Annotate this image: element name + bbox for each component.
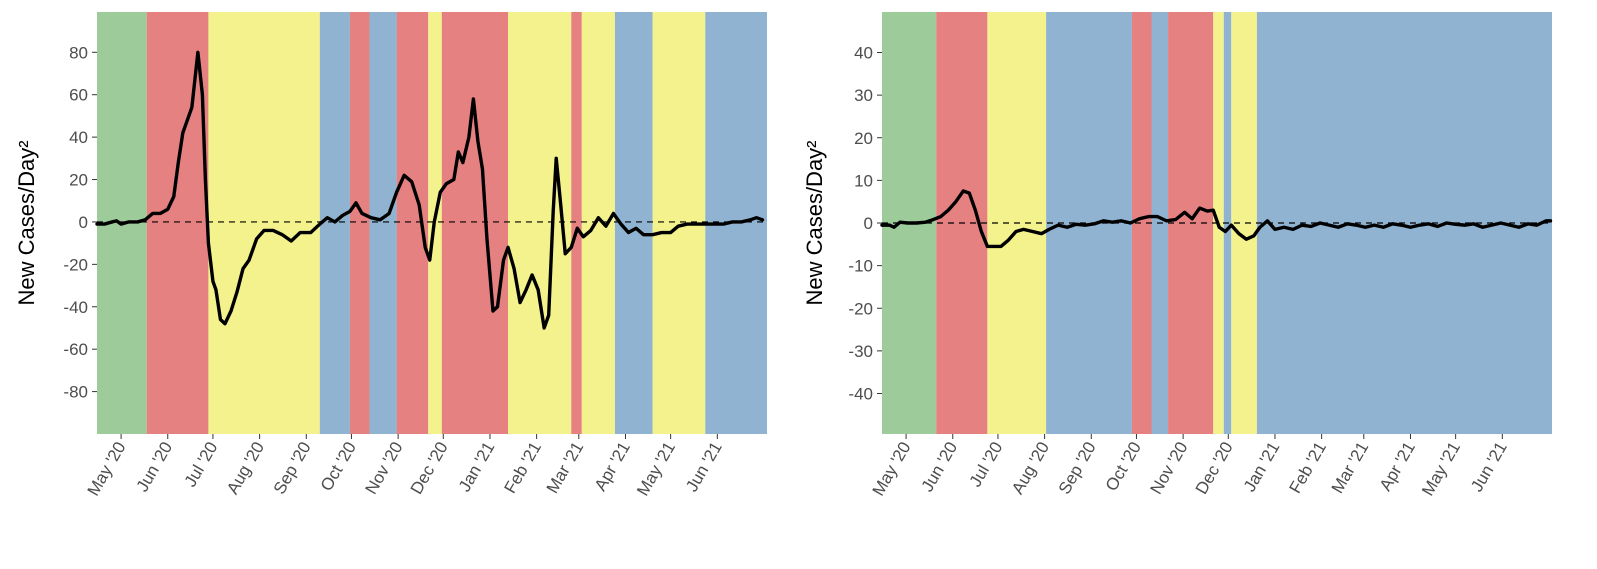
- x-tick-label: May '21: [1418, 439, 1464, 500]
- x-tick-label: Nov '20: [362, 439, 407, 498]
- y-tick-label: 60: [69, 86, 88, 105]
- y-tick-label: 30: [854, 86, 873, 105]
- x-tick-label: Apr '21: [591, 439, 634, 495]
- x-tick-label: Jan '21: [1240, 439, 1284, 496]
- phase-band-blue: [369, 12, 397, 434]
- y-tick-label: -10: [848, 257, 873, 276]
- phase-band-red: [1131, 12, 1152, 434]
- y-tick-label: 20: [854, 129, 873, 148]
- y-tick-label: -20: [63, 255, 88, 274]
- x-tick-label: Jul '20: [181, 439, 222, 491]
- series-line: [95, 50, 765, 330]
- x-tick-label: Jun '21: [682, 439, 726, 496]
- x-tick-label: Feb '21: [501, 439, 546, 497]
- y-axis-title: New Cases/Day²: [14, 140, 39, 305]
- x-tick-label: May '21: [633, 439, 679, 500]
- x-tick-label: Mar '21: [1328, 439, 1373, 497]
- x-tick-label: Jun '20: [133, 439, 177, 496]
- x-tick-label: Aug '20: [1008, 439, 1053, 498]
- x-tick-label: Jun '20: [918, 439, 962, 496]
- x-tick-label: Dec '20: [1192, 439, 1237, 498]
- x-tick-label: Apr '21: [1376, 439, 1419, 495]
- x-tick-label: Mar '21: [543, 439, 588, 497]
- y-tick-label: -40: [63, 298, 88, 317]
- y-tick-label: -30: [848, 342, 873, 361]
- x-tick-label: Jun '21: [1467, 439, 1511, 496]
- phase-band-red: [396, 12, 429, 434]
- phase-band-yellow: [581, 12, 615, 434]
- x-tick-label: Nov '20: [1147, 439, 1192, 498]
- phase-band-red: [146, 12, 209, 434]
- y-tick-label: -20: [848, 299, 873, 318]
- x-tick-label: Jul '20: [966, 438, 1007, 490]
- x-tick-label: Sep '20: [270, 439, 315, 498]
- y-tick-label: 40: [69, 128, 88, 147]
- phase-band-red: [571, 12, 582, 434]
- y-tick-label: 20: [69, 171, 88, 190]
- x-tick-label: May '20: [869, 439, 915, 500]
- x-tick-label: Jan '21: [455, 438, 499, 495]
- x-tick-label: Feb '21: [1286, 439, 1331, 497]
- x-tick-label: Dec '20: [407, 439, 452, 498]
- x-tick-label: Sep '20: [1055, 439, 1100, 498]
- series-line: [880, 189, 1553, 249]
- x-tick-label: Oct '20: [1102, 439, 1145, 495]
- x-tick-label: May '20: [84, 439, 130, 500]
- y-tick-label: -80: [63, 383, 88, 402]
- y-tick-label: -60: [63, 340, 88, 359]
- y-tick-label: 10: [854, 171, 873, 190]
- y-tick-label: 0: [864, 214, 873, 233]
- phase-band-red: [349, 12, 370, 434]
- right-chart-panel: 40 30 20 10 0 -10 -20 -30 -40 May '20 Jun '20 Jul '…: [802, 12, 1553, 500]
- y-tick-label: -40: [848, 385, 873, 404]
- phase-band-red: [441, 12, 509, 434]
- x-tick-label: Aug '20: [223, 439, 268, 498]
- y-axis-title: New Cases/Day²: [802, 140, 827, 305]
- y-tick-label: 0: [79, 213, 88, 232]
- phase-band-yellow: [208, 12, 320, 434]
- y-tick-label: 40: [854, 43, 873, 62]
- x-tick-label: Oct '20: [317, 439, 360, 495]
- y-tick-label: 80: [69, 43, 88, 62]
- left-chart-panel: 80 60 40 20 0 -20 -40 -60 -80 May '20 Jun '20 Jul '…: [14, 12, 767, 499]
